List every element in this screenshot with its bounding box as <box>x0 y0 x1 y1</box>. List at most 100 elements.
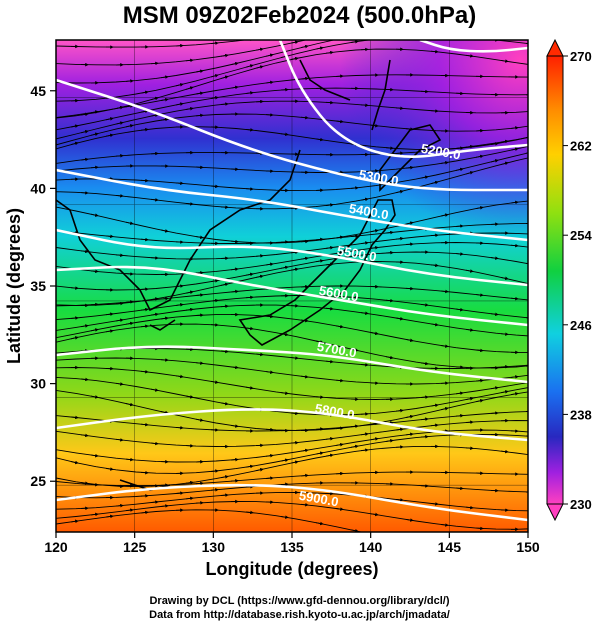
wind-arrow <box>245 464 254 469</box>
wind-arrow <box>430 263 439 268</box>
wind-arrow <box>395 498 404 502</box>
wind-arrow <box>185 496 194 501</box>
wind-arrow <box>510 126 519 130</box>
wind-arrow <box>230 61 239 66</box>
wind-arrow <box>300 76 309 81</box>
wind-arrow <box>105 329 114 333</box>
wind-arrow <box>70 124 79 128</box>
contour-label: 5800.0 <box>314 401 356 423</box>
wind-arrow <box>105 117 114 121</box>
wind-arrow <box>255 352 264 357</box>
wind-arrow <box>140 237 149 242</box>
wind-arrow <box>300 473 309 478</box>
wind-arrow <box>420 434 429 439</box>
colorbar-top-triangle <box>546 38 564 57</box>
wind-arrow <box>510 296 519 301</box>
wind-arrow <box>315 259 324 263</box>
wind-arrow <box>150 312 159 317</box>
colorbar-tick-label: 262 <box>570 139 592 154</box>
wind-streamlines <box>56 1 528 544</box>
wind-arrow <box>245 326 254 331</box>
wind-arrow <box>220 349 229 354</box>
wind-arrow <box>70 316 79 320</box>
wind-arrow <box>175 284 184 288</box>
wind-arrow <box>140 422 149 427</box>
wind-arrow <box>280 265 289 270</box>
y-tick-label: 30 <box>30 376 46 392</box>
wind-arrow <box>385 355 394 360</box>
wind-arrow <box>315 237 324 242</box>
wind-arrow <box>175 102 184 106</box>
wind-arrow <box>90 213 99 217</box>
streamline <box>56 429 528 463</box>
contour-label: 5600.0 <box>318 283 360 305</box>
y-axis-ticks: 25 30 35 40 45 <box>30 83 56 489</box>
contour-line <box>56 345 528 384</box>
wind-arrow <box>500 390 509 394</box>
colorbar-tick-label: 270 <box>570 49 592 64</box>
wind-arrow <box>150 198 159 202</box>
wind-arrow <box>430 49 439 54</box>
colorbar-tick-label: 254 <box>570 228 592 243</box>
wind-arrow <box>185 58 194 63</box>
wind-arrow <box>455 167 464 172</box>
wind-arrow <box>335 324 344 329</box>
wind-arrow <box>360 363 369 367</box>
streamline <box>56 242 528 275</box>
wind-arrow <box>456 5 462 6</box>
wind-arrow <box>370 437 379 441</box>
contour-line <box>419 40 528 53</box>
wind-arrow <box>290 40 299 45</box>
wind-arrow <box>195 293 204 297</box>
wind-arrow <box>455 252 464 256</box>
wind-arrow <box>405 221 414 225</box>
wind-arrow <box>210 41 219 45</box>
wind-arrow <box>210 279 219 283</box>
wind-arrow <box>210 488 219 492</box>
wind-arrow <box>325 306 334 311</box>
wind-arrow <box>210 74 219 78</box>
wind-arrow <box>500 59 509 63</box>
wind-arrow <box>395 189 404 194</box>
wind-arrow <box>160 97 169 102</box>
wind-arrow <box>265 262 274 267</box>
streamline <box>56 40 336 84</box>
contour-line <box>56 78 528 192</box>
wind-arrow <box>125 321 134 326</box>
wind-arrow <box>290 440 299 445</box>
wind-arrow <box>115 253 124 258</box>
x-tick-label: 120 <box>44 539 68 555</box>
wind-arrow <box>160 504 169 508</box>
wind-arrow <box>440 160 449 165</box>
wind-arrow <box>421 543 427 544</box>
wind-arrow <box>265 53 274 57</box>
wind-arrow <box>370 421 379 426</box>
wind-arrow <box>386 537 392 538</box>
x-tick-label: 150 <box>516 539 540 555</box>
contour-label: 5700.0 <box>316 339 358 361</box>
wind-arrow <box>421 9 427 10</box>
wind-arrow <box>140 324 149 329</box>
x-axis-label: Longitude (degrees) <box>205 559 378 579</box>
wind-arrow <box>386 15 392 16</box>
wind-arrow <box>245 510 254 515</box>
wind-arrow <box>160 229 169 233</box>
colorbar-ticks: 270 262 254 246 238 230 <box>563 49 592 512</box>
streamline <box>56 314 528 353</box>
streamline <box>56 40 249 48</box>
wind-arrow <box>430 180 439 185</box>
wind-arrow <box>475 399 484 403</box>
contour-label: 5500.0 <box>336 243 378 265</box>
wind-arrow <box>245 128 254 132</box>
wind-arrow <box>245 484 254 489</box>
wind-arrow <box>395 106 404 111</box>
wind-arrow <box>140 369 149 374</box>
y-tick-label: 40 <box>30 180 46 196</box>
wind-arrow <box>491 1 497 2</box>
streamline <box>56 145 528 173</box>
wind-arrow <box>220 282 229 287</box>
wind-arrow <box>500 161 509 166</box>
wind-arrow <box>90 512 99 517</box>
wind-arrow <box>325 359 334 364</box>
wind-arrow <box>70 519 79 524</box>
